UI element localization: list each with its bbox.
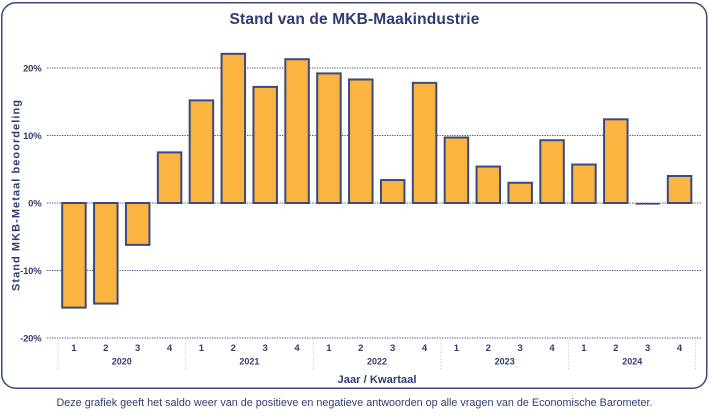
svg-text:Stand MKB-Metaal beoordeling: Stand MKB-Metaal beoordeling [11,99,23,291]
svg-text:4: 4 [294,343,300,354]
svg-text:Jaar / Kwartaal: Jaar / Kwartaal [338,374,417,386]
svg-text:2: 2 [486,343,491,354]
svg-text:1: 1 [581,343,587,354]
svg-text:3: 3 [645,343,650,354]
svg-text:2022: 2022 [367,356,387,366]
svg-text:-10%: -10% [20,266,42,277]
svg-text:20%: 20% [23,63,42,74]
svg-text:2: 2 [103,343,108,354]
svg-text:4: 4 [422,343,428,354]
svg-text:Deze grafiek geeft het saldo w: Deze grafiek geeft het saldo weer van de… [56,397,652,409]
svg-text:2: 2 [231,343,236,354]
svg-text:2: 2 [358,343,363,354]
svg-text:2: 2 [613,343,618,354]
svg-text:4: 4 [167,343,173,354]
svg-text:4: 4 [677,343,683,354]
svg-text:2020: 2020 [112,356,132,366]
svg-text:1: 1 [71,343,77,354]
svg-text:3: 3 [518,343,523,354]
svg-text:4: 4 [549,343,555,354]
svg-text:2023: 2023 [495,356,515,366]
svg-text:0%: 0% [28,198,42,209]
svg-text:-20%: -20% [20,333,42,344]
svg-text:2024: 2024 [622,356,642,366]
svg-text:3: 3 [263,343,268,354]
svg-text:1: 1 [326,343,332,354]
svg-text:3: 3 [390,343,395,354]
svg-text:10%: 10% [23,131,42,142]
svg-text:1: 1 [454,343,460,354]
svg-text:3: 3 [135,343,140,354]
svg-text:Stand van de MKB-Maakindustrie: Stand van de MKB-Maakindustrie [230,11,480,28]
svg-text:2021: 2021 [239,356,259,366]
svg-text:1: 1 [199,343,205,354]
